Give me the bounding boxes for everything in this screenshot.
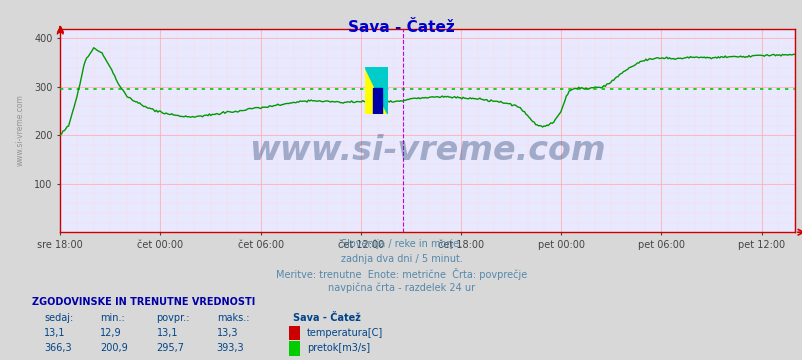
Text: pretok[m3/s]: pretok[m3/s] xyxy=(306,343,370,353)
Polygon shape xyxy=(365,67,387,114)
Text: Sava - Čatež: Sava - Čatež xyxy=(293,313,361,323)
Text: sedaj:: sedaj: xyxy=(44,313,73,323)
Text: 12,9: 12,9 xyxy=(100,328,122,338)
Text: www.si-vreme.com: www.si-vreme.com xyxy=(15,95,24,166)
Text: zadnja dva dni / 5 minut.: zadnja dva dni / 5 minut. xyxy=(340,254,462,264)
Text: min.:: min.: xyxy=(100,313,125,323)
Text: 13,3: 13,3 xyxy=(217,328,238,338)
Polygon shape xyxy=(373,89,382,114)
Text: 366,3: 366,3 xyxy=(44,343,71,353)
Text: 13,1: 13,1 xyxy=(44,328,66,338)
Text: povpr.:: povpr.: xyxy=(156,313,190,323)
Text: ZGODOVINSKE IN TRENUTNE VREDNOSTI: ZGODOVINSKE IN TRENUTNE VREDNOSTI xyxy=(32,297,255,307)
Text: Meritve: trenutne  Enote: metrične  Črta: povprečje: Meritve: trenutne Enote: metrične Črta: … xyxy=(276,268,526,280)
Text: 295,7: 295,7 xyxy=(156,343,184,353)
Text: 393,3: 393,3 xyxy=(217,343,244,353)
Text: www.si-vreme.com: www.si-vreme.com xyxy=(249,134,606,167)
Text: maks.:: maks.: xyxy=(217,313,249,323)
Text: temperatura[C]: temperatura[C] xyxy=(306,328,383,338)
Text: 13,1: 13,1 xyxy=(156,328,178,338)
Text: Slovenija / reke in morje.: Slovenija / reke in morje. xyxy=(341,239,461,249)
Polygon shape xyxy=(365,67,387,114)
Text: Sava - Čatež: Sava - Čatež xyxy=(348,20,454,35)
Text: 200,9: 200,9 xyxy=(100,343,128,353)
Text: navpična črta - razdelek 24 ur: navpična črta - razdelek 24 ur xyxy=(327,283,475,293)
